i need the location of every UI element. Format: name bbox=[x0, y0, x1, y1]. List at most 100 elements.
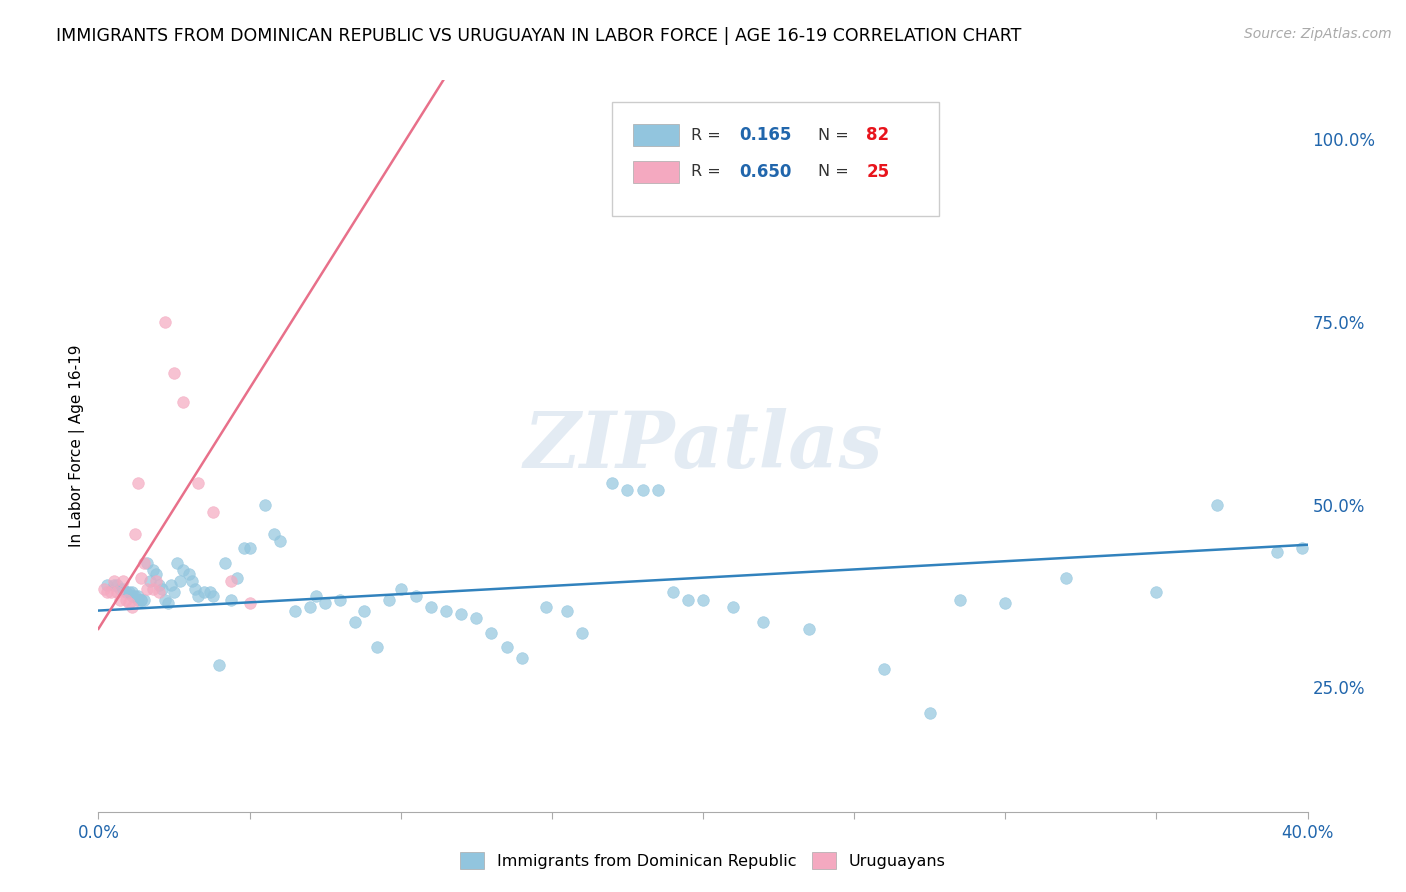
Point bbox=[389, 582, 412, 596]
Point bbox=[114, 592, 136, 607]
Point bbox=[153, 592, 176, 607]
Point bbox=[555, 603, 578, 617]
Point bbox=[1206, 498, 1229, 512]
Point bbox=[1054, 571, 1077, 585]
Point bbox=[329, 592, 352, 607]
Text: 0.165: 0.165 bbox=[740, 126, 792, 145]
Point bbox=[124, 526, 146, 541]
Text: Source: ZipAtlas.com: Source: ZipAtlas.com bbox=[1244, 27, 1392, 41]
Point bbox=[200, 585, 222, 599]
Point bbox=[1291, 541, 1313, 556]
Point bbox=[96, 578, 118, 592]
Point bbox=[465, 611, 488, 625]
Point bbox=[132, 556, 155, 570]
Point bbox=[676, 592, 699, 607]
Point bbox=[121, 585, 143, 599]
Point bbox=[139, 574, 162, 589]
Point bbox=[616, 483, 638, 497]
Point bbox=[142, 563, 165, 577]
Point bbox=[124, 589, 146, 603]
Point bbox=[797, 622, 820, 636]
Point bbox=[172, 395, 194, 409]
Point bbox=[263, 526, 285, 541]
Text: 82: 82 bbox=[866, 126, 890, 145]
Point bbox=[132, 592, 155, 607]
Point bbox=[366, 640, 388, 655]
Point bbox=[208, 658, 231, 673]
Point bbox=[269, 534, 291, 549]
FancyBboxPatch shape bbox=[633, 161, 679, 183]
Point bbox=[160, 578, 183, 592]
Point bbox=[299, 599, 322, 614]
Point bbox=[1144, 585, 1167, 599]
Point bbox=[873, 662, 896, 676]
Point bbox=[127, 592, 149, 607]
Point bbox=[179, 567, 201, 582]
Point bbox=[202, 505, 225, 519]
Point bbox=[145, 567, 167, 582]
Point bbox=[105, 585, 128, 599]
Point bbox=[239, 596, 262, 610]
Text: R =: R = bbox=[690, 164, 725, 179]
Point bbox=[135, 556, 157, 570]
Point bbox=[169, 574, 191, 589]
Point bbox=[118, 585, 141, 599]
Point bbox=[949, 592, 972, 607]
Point bbox=[571, 625, 593, 640]
Point bbox=[450, 607, 472, 622]
Point bbox=[163, 366, 186, 380]
Point bbox=[631, 483, 654, 497]
Point bbox=[121, 589, 143, 603]
Point bbox=[405, 589, 427, 603]
Text: R =: R = bbox=[690, 128, 725, 143]
Point bbox=[118, 596, 141, 610]
Point bbox=[111, 574, 134, 589]
Point bbox=[434, 603, 457, 617]
Point bbox=[129, 592, 152, 607]
Point bbox=[135, 582, 157, 596]
Point bbox=[184, 582, 207, 596]
Point bbox=[187, 475, 209, 490]
Point bbox=[284, 603, 307, 617]
Point bbox=[661, 585, 683, 599]
Point bbox=[108, 582, 131, 596]
Point bbox=[142, 582, 165, 596]
Point bbox=[148, 585, 170, 599]
Point bbox=[239, 541, 262, 556]
Point bbox=[202, 589, 225, 603]
FancyBboxPatch shape bbox=[633, 124, 679, 146]
Point bbox=[692, 592, 714, 607]
Point bbox=[253, 498, 276, 512]
Point bbox=[193, 585, 215, 599]
Point bbox=[111, 582, 134, 596]
Point bbox=[181, 574, 204, 589]
Point bbox=[187, 589, 209, 603]
Point bbox=[602, 475, 624, 490]
Point bbox=[232, 541, 254, 556]
Point bbox=[377, 592, 399, 607]
Point bbox=[226, 571, 249, 585]
Point bbox=[723, 599, 745, 614]
FancyBboxPatch shape bbox=[613, 103, 939, 216]
Point bbox=[214, 556, 236, 570]
Point bbox=[103, 574, 125, 589]
Point bbox=[100, 585, 122, 599]
Text: ZIPatlas: ZIPatlas bbox=[523, 408, 883, 484]
Point bbox=[647, 483, 669, 497]
Point bbox=[172, 563, 194, 577]
Point bbox=[150, 582, 173, 596]
Text: 0.650: 0.650 bbox=[740, 162, 792, 181]
Point bbox=[127, 589, 149, 603]
Point bbox=[221, 592, 243, 607]
Point bbox=[121, 599, 143, 614]
Point bbox=[510, 651, 533, 665]
Point bbox=[163, 585, 186, 599]
Point bbox=[994, 596, 1017, 610]
Point bbox=[153, 315, 176, 329]
Point bbox=[495, 640, 517, 655]
Text: 25: 25 bbox=[866, 162, 890, 181]
Point bbox=[420, 599, 443, 614]
Point bbox=[305, 589, 328, 603]
Point bbox=[166, 556, 188, 570]
Text: N =: N = bbox=[818, 128, 853, 143]
